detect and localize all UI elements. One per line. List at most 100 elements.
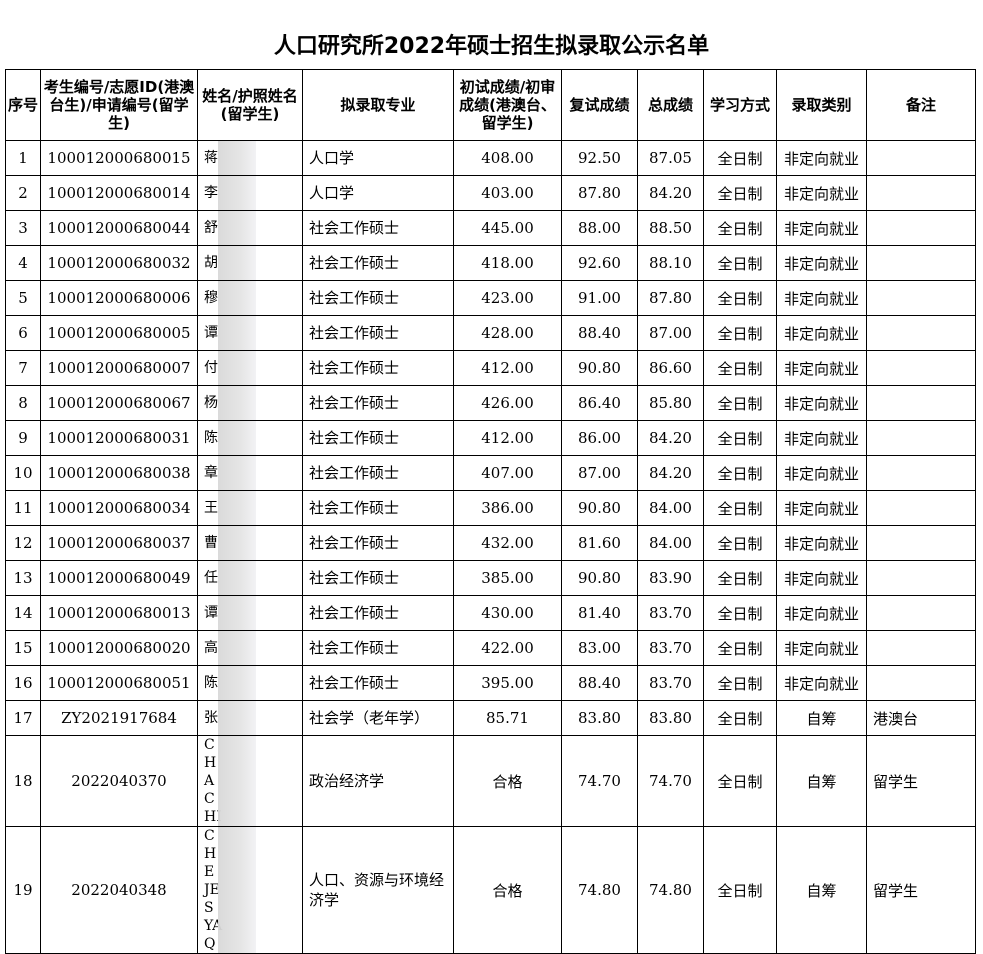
candidate-id: 100012000680020	[47, 639, 191, 657]
candidate-id-cell: 2022040348	[40, 826, 198, 954]
candidate-name-cell: 王	[197, 490, 303, 526]
candidate-name: 任	[204, 570, 218, 586]
prelim-score-cell: 418.00	[453, 245, 562, 281]
prelim-score: 422.00	[481, 639, 534, 657]
study-mode-cell: 全日制	[703, 735, 777, 827]
admission-category-cell: 非定向就业	[776, 525, 867, 561]
candidate-id-cell: 100012000680020	[40, 630, 198, 666]
candidate-name-cell: 张	[197, 700, 303, 736]
candidate-id-cell: 100012000680013	[40, 595, 198, 631]
major: 社会工作硕士	[309, 429, 400, 447]
retest-score: 86.40	[578, 394, 621, 412]
admission-category: 非定向就业	[783, 569, 859, 588]
header-no: 序号	[5, 69, 41, 141]
retest-score: 87.80	[578, 184, 621, 202]
row-number-cell: 13	[5, 560, 41, 596]
admission-category-cell: 非定向就业	[776, 210, 867, 246]
prelim-score-cell: 422.00	[453, 630, 562, 666]
header-mode: 学习方式	[703, 69, 777, 141]
total-score-cell: 87.80	[637, 280, 704, 316]
table-row: 3 100012000680044 舒 社会工作硕士 445.00 88.00 88.50 全…	[5, 210, 976, 246]
candidate-name: 王	[204, 500, 218, 516]
row-number-cell: 18	[5, 735, 41, 827]
name-redaction-mosaic	[218, 211, 256, 245]
total-score: 74.70	[649, 772, 692, 790]
prelim-score: 412.00	[481, 429, 534, 447]
admission-category: 非定向就业	[783, 184, 859, 203]
total-score-cell: 74.80	[637, 826, 704, 954]
candidate-name: CHA CHI	[204, 737, 222, 825]
candidate-name: 谭	[204, 325, 218, 341]
admission-category: 非定向就业	[783, 219, 859, 238]
study-mode-cell: 全日制	[703, 700, 777, 736]
study-mode-cell: 全日制	[703, 665, 777, 701]
major: 人口学	[309, 149, 355, 167]
major-cell: 社会工作硕士	[302, 560, 454, 596]
retest-score-cell: 90.80	[561, 560, 638, 596]
retest-score: 83.00	[578, 639, 621, 657]
study-mode-cell: 全日制	[703, 455, 777, 491]
candidate-name: 张	[204, 710, 218, 726]
prelim-score-cell: 412.00	[453, 420, 562, 456]
name-redaction-mosaic	[218, 701, 256, 735]
candidate-id-cell: 100012000680044	[40, 210, 198, 246]
total-score-cell: 86.60	[637, 350, 704, 386]
admission-category-cell: 非定向就业	[776, 595, 867, 631]
row-number: 13	[13, 569, 33, 587]
admission-category: 非定向就业	[783, 324, 859, 343]
candidate-id: 100012000680067	[47, 394, 191, 412]
prelim-score: 428.00	[481, 324, 534, 342]
note-cell	[866, 140, 976, 176]
prelim-score: 407.00	[481, 464, 534, 482]
study-mode: 全日制	[717, 289, 763, 308]
prelim-score-cell: 430.00	[453, 595, 562, 631]
prelim-score-cell: 408.00	[453, 140, 562, 176]
table-row: 9 100012000680031 陈 社会工作硕士 412.00 86.00 84.20 全…	[5, 420, 976, 456]
major: 社会工作硕士	[309, 289, 400, 307]
retest-score-cell: 83.00	[561, 630, 638, 666]
note-cell	[866, 280, 976, 316]
study-mode-cell: 全日制	[703, 525, 777, 561]
major: 社会工作硕士	[309, 394, 400, 412]
retest-score-cell: 74.80	[561, 826, 638, 954]
retest-score-cell: 86.40	[561, 385, 638, 421]
note-cell	[866, 665, 976, 701]
admission-category: 非定向就业	[783, 289, 859, 308]
study-mode: 全日制	[717, 464, 763, 483]
total-score-cell: 87.05	[637, 140, 704, 176]
total-score-cell: 87.00	[637, 315, 704, 351]
candidate-id: 100012000680013	[47, 604, 191, 622]
name-redaction-mosaic	[218, 386, 256, 420]
note-cell	[866, 315, 976, 351]
candidate-id: 100012000680006	[47, 289, 191, 307]
candidate-name-cell: 曹	[197, 525, 303, 561]
row-number-cell: 14	[5, 595, 41, 631]
note-cell	[866, 175, 976, 211]
retest-score-cell: 88.40	[561, 665, 638, 701]
note-cell	[866, 210, 976, 246]
total-score: 88.10	[649, 254, 692, 272]
row-number-cell: 12	[5, 525, 41, 561]
admission-category: 非定向就业	[783, 429, 859, 448]
prelim-score-cell: 合格	[453, 826, 562, 954]
study-mode-cell: 全日制	[703, 560, 777, 596]
study-mode: 全日制	[717, 429, 763, 448]
header-category: 录取类别	[776, 69, 867, 141]
row-number: 18	[13, 772, 33, 790]
retest-score-cell: 86.00	[561, 420, 638, 456]
study-mode-cell: 全日制	[703, 826, 777, 954]
header-id: 考生编号/志愿ID(港澳台生)/申请编号(留学生)	[40, 69, 198, 141]
total-score: 84.20	[649, 429, 692, 447]
prelim-score: 395.00	[481, 674, 534, 692]
retest-score-cell: 83.80	[561, 700, 638, 736]
name-redaction-mosaic	[218, 666, 256, 700]
candidate-name-cell: 蒋	[197, 140, 303, 176]
retest-score-cell: 81.60	[561, 525, 638, 561]
major: 社会工作硕士	[309, 534, 400, 552]
total-score-cell: 83.70	[637, 595, 704, 631]
study-mode-cell: 全日制	[703, 490, 777, 526]
major-cell: 社会学（老年学）	[302, 700, 454, 736]
major: 社会工作硕士	[309, 324, 400, 342]
note-cell	[866, 455, 976, 491]
name-redaction-mosaic	[218, 596, 256, 630]
